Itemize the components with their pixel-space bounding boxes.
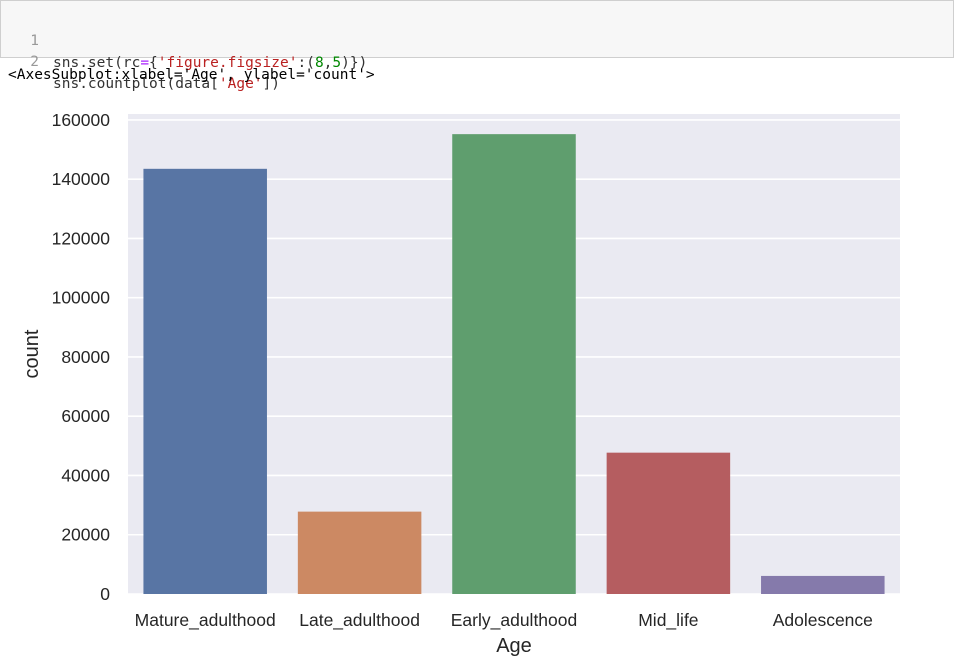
code-token: )}) xyxy=(341,55,368,71)
bar-mature-adulthood xyxy=(143,168,267,594)
code-token: 'Age' xyxy=(218,76,263,92)
y-tick-label: 0 xyxy=(100,584,110,604)
y-tick-label: 40000 xyxy=(61,465,110,485)
y-axis-label: count xyxy=(21,329,43,378)
code-text[interactable]: sns.countplot(data['Age']) xyxy=(53,73,280,95)
code-token: = xyxy=(140,55,150,71)
code-line-2[interactable]: 2 sns.countplot(data['Age']) xyxy=(1,29,280,92)
bar-late-adulthood xyxy=(297,511,422,594)
x-tick-label: Mid_life xyxy=(638,610,698,631)
y-tick-label: 140000 xyxy=(52,169,111,189)
code-token: 5 xyxy=(332,55,342,71)
bar-adolescence xyxy=(761,575,885,594)
code-text[interactable]: sns.set(rc={'figure.figsize':(8,5)}) xyxy=(53,52,367,74)
y-tick-label: 80000 xyxy=(61,347,110,367)
x-tick-label: Mature_adulthood xyxy=(135,610,276,631)
x-axis-label: Age xyxy=(496,635,532,657)
line-number: 2 xyxy=(30,54,39,70)
y-tick-label: 160000 xyxy=(52,110,111,130)
y-tick-label: 120000 xyxy=(52,228,111,248)
code-token: { xyxy=(149,55,158,71)
code-cell[interactable]: 1 sns.set(rc={'figure.figsize':(8,5)}) 2… xyxy=(0,0,954,92)
code-token: sns.countplot(data[ xyxy=(53,76,219,92)
y-tick-labels: 0 20000 40000 60000 80000 100000 120000 140000 1… xyxy=(52,110,111,604)
bar-early-adulthood xyxy=(452,134,576,595)
code-line-1[interactable]: 1 sns.set(rc={'figure.figsize':(8,5)}) xyxy=(1,8,367,71)
x-tick-label: Late_adulthood xyxy=(299,610,420,631)
output-repr: <AxesSubplot:xlabel='Age', ylabel='count… xyxy=(8,67,375,83)
code-token: 'figure.figsize' xyxy=(157,55,298,71)
code-token: 8 xyxy=(314,55,324,71)
code-token: , xyxy=(323,55,333,71)
y-tick-label: 20000 xyxy=(61,525,110,545)
code-token: :( xyxy=(297,55,315,71)
bar-mid-life xyxy=(606,452,731,594)
x-tick-label: Early_adulthood xyxy=(451,610,577,631)
code-token: sns.set(rc xyxy=(53,55,141,71)
countplot-chart: 0 20000 40000 60000 80000 100000 120000 140000 1… xyxy=(21,110,900,657)
y-tick-label: 100000 xyxy=(52,288,111,308)
x-tick-labels: Mature_adulthood Late_adulthood Early_adul… xyxy=(135,610,873,631)
code-token: ]) xyxy=(262,76,280,92)
y-tick-label: 60000 xyxy=(61,406,110,426)
line-number: 1 xyxy=(30,33,39,49)
x-tick-label: Adolescence xyxy=(773,610,873,630)
bars xyxy=(143,134,885,595)
